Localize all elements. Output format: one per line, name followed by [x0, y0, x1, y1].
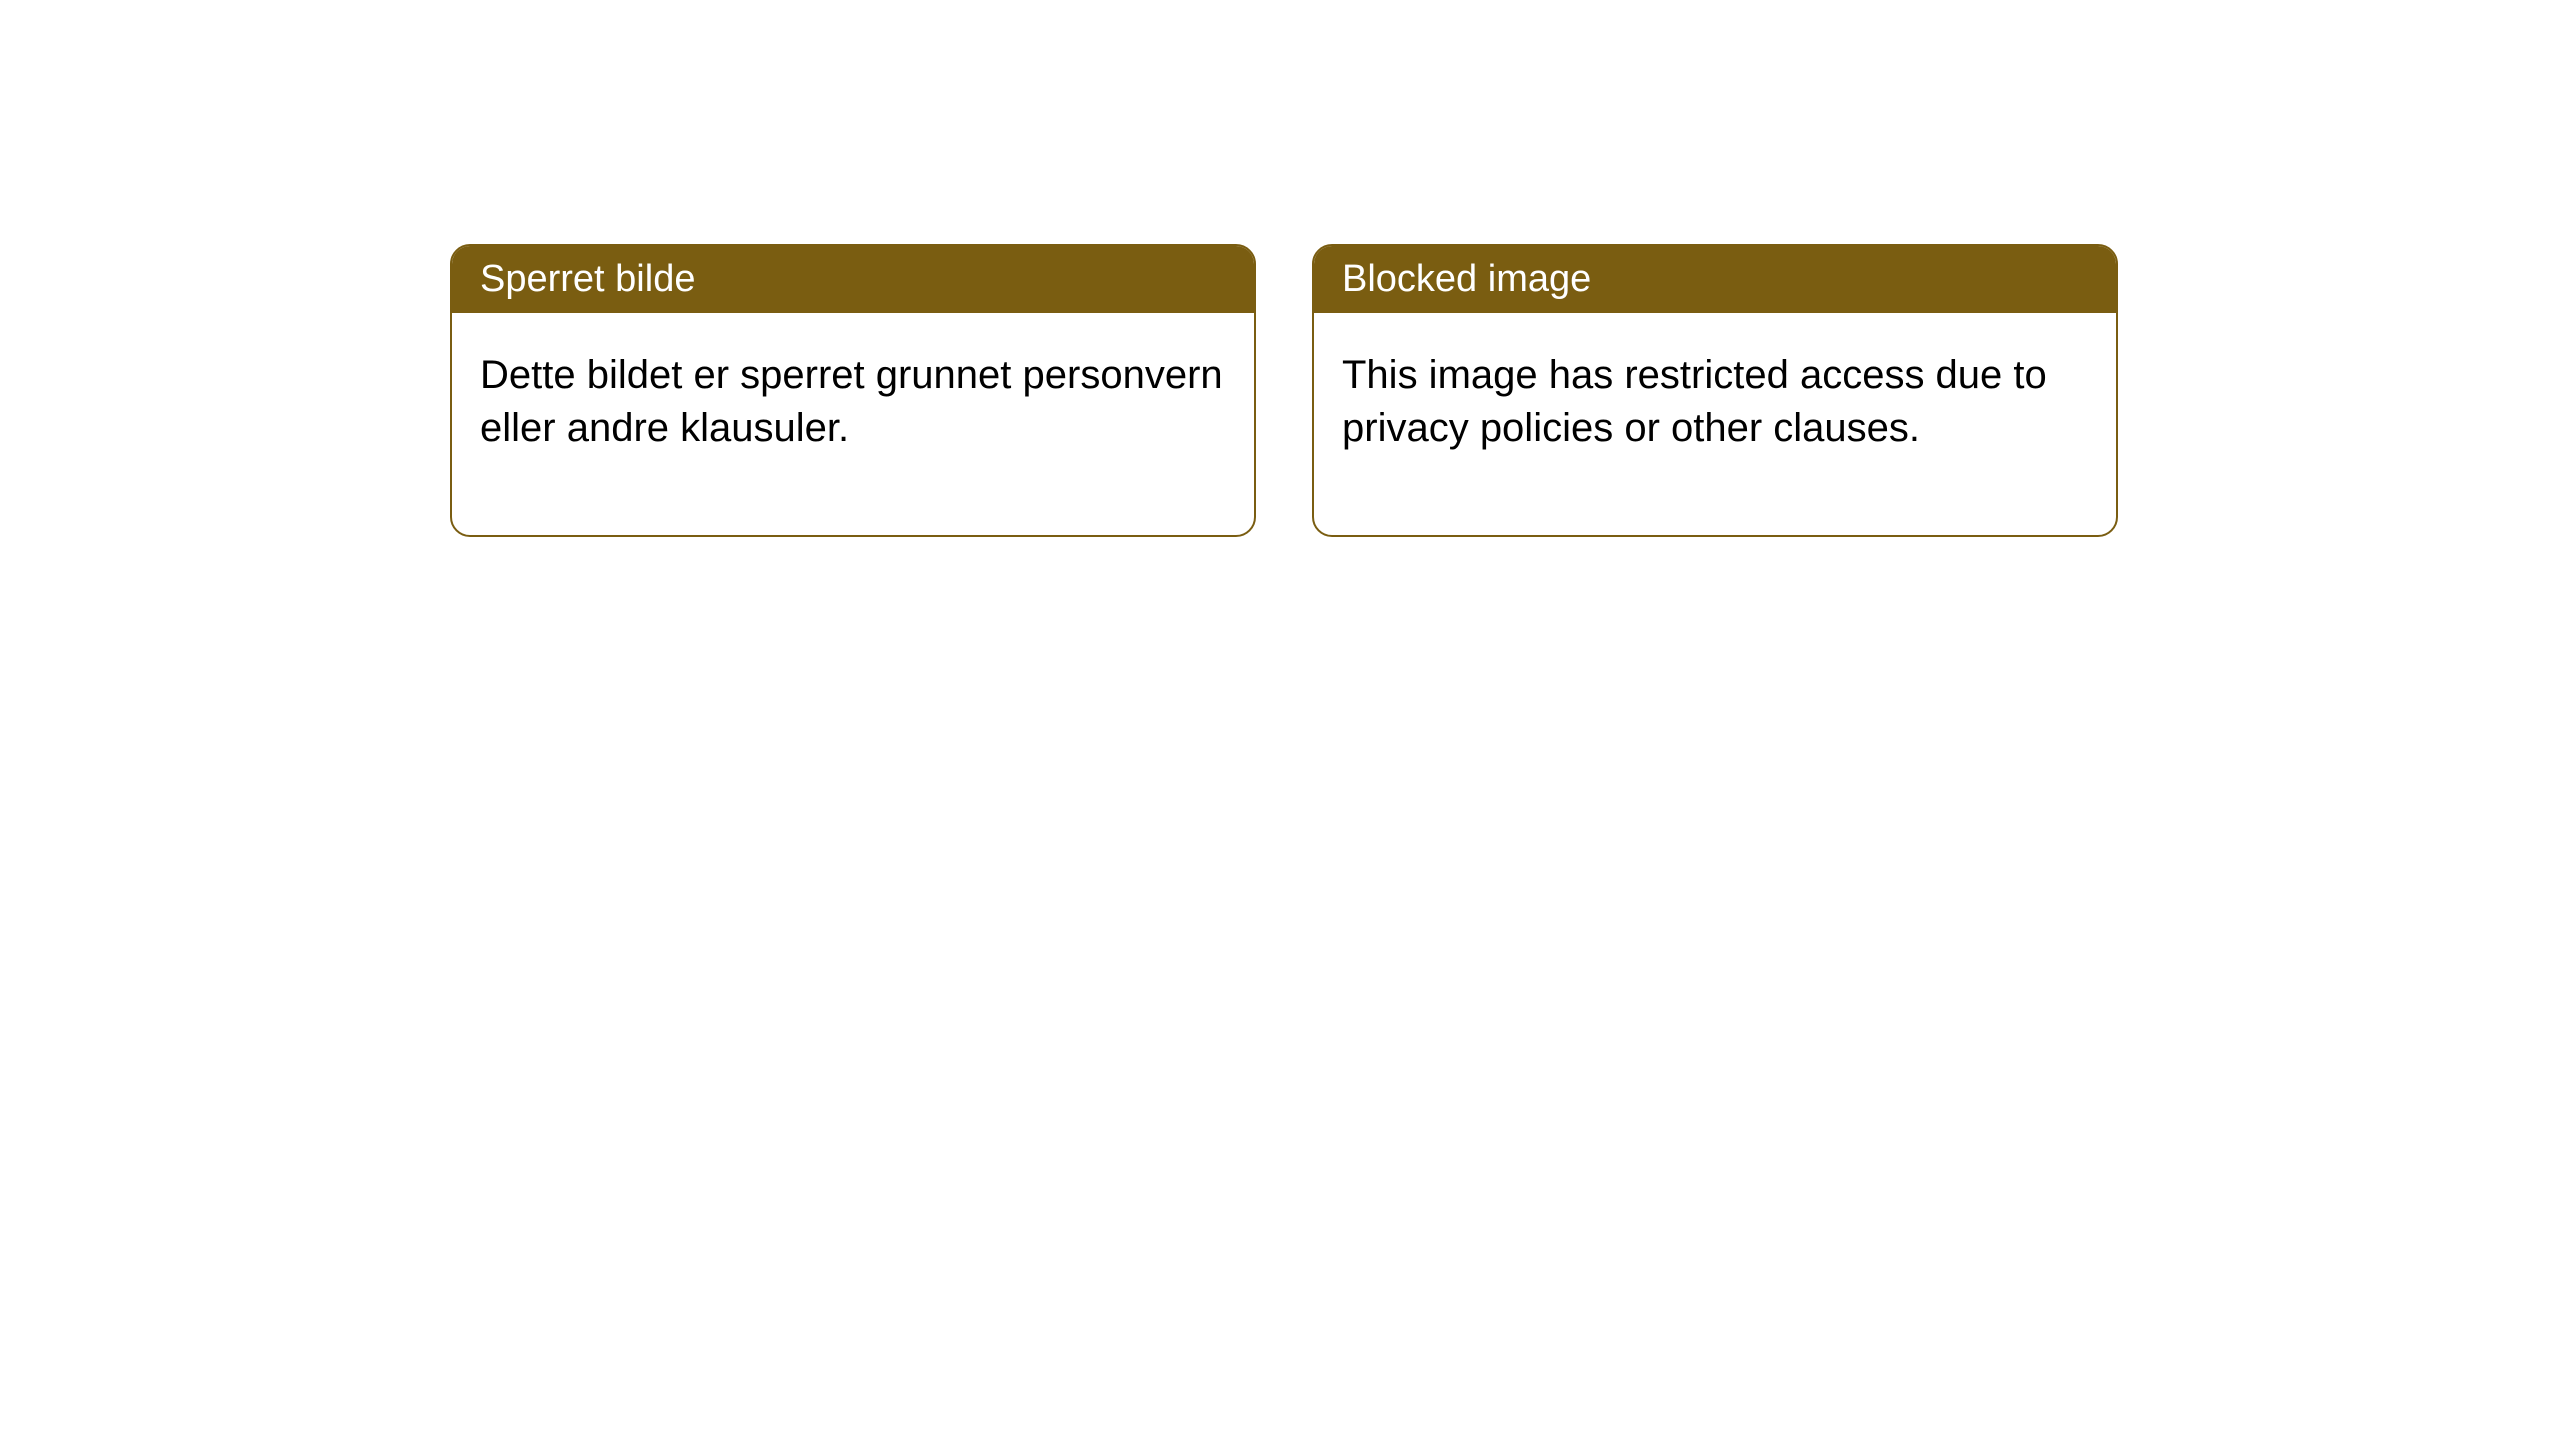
- notice-cards-row: Sperret bilde Dette bildet er sperret gr…: [0, 0, 2560, 537]
- notice-card-body: Dette bildet er sperret grunnet personve…: [452, 313, 1254, 535]
- notice-card-norwegian: Sperret bilde Dette bildet er sperret gr…: [450, 244, 1256, 537]
- notice-card-english: Blocked image This image has restricted …: [1312, 244, 2118, 537]
- notice-card-title: Sperret bilde: [452, 246, 1254, 313]
- notice-card-title: Blocked image: [1314, 246, 2116, 313]
- notice-card-body: This image has restricted access due to …: [1314, 313, 2116, 535]
